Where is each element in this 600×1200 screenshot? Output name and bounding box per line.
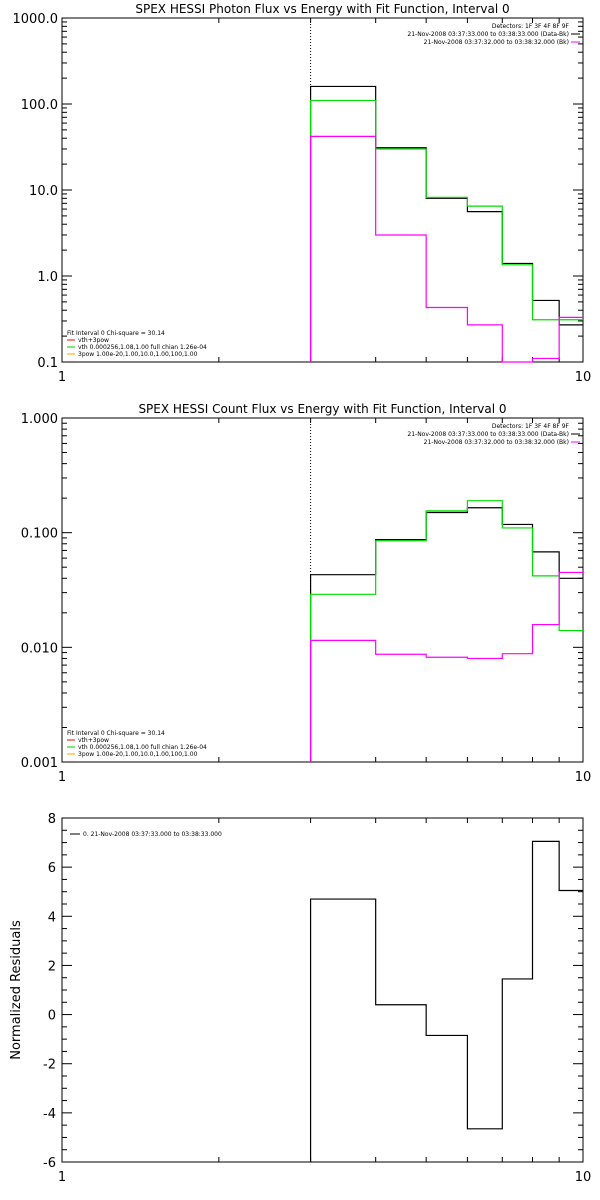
legend-top-entry: 21-Nov-2008 03:37:32.000 to 03:38:32.000… xyxy=(424,39,569,46)
y-tick-label: 1.0 xyxy=(37,270,58,285)
chart-title: SPEX HESSI Count Flux vs Energy with Fit… xyxy=(138,402,506,416)
y-tick-label: 0.100 xyxy=(21,527,58,542)
legend-bottom-entry: vth 0.000256,1.08,1.00 full chian 1.26e-… xyxy=(78,344,207,351)
plot-frame xyxy=(61,17,584,363)
y-tick-label: 0.001 xyxy=(21,756,58,771)
y-tick-label: 0.1 xyxy=(37,356,58,371)
x-tick-label: 10 xyxy=(575,1170,592,1185)
series-line xyxy=(309,507,583,762)
legend-bottom-entry: 3pow 1.00e-20,1.00,10.0,1.00,100,1.00 xyxy=(78,351,198,358)
legend-bottom-entry: Fit Interval 0 Chi-square = 30.14 xyxy=(67,330,165,337)
x-tick-label: 10 xyxy=(575,370,592,385)
y-tick-label: 1.000 xyxy=(21,412,58,427)
y-tick-label: 6 xyxy=(48,861,56,876)
chart-panel-1: SPEX HESSI Count Flux vs Energy with Fit… xyxy=(21,402,591,785)
x-tick-label: 1 xyxy=(58,770,66,785)
legend-top-entry: 21-Nov-2008 03:37:32.000 to 03:38:32.000… xyxy=(424,439,569,446)
chart-panel-2: 1 10 -6 -4 -2 0 2 4 6 8 Normalized Residuals 0. 21-… xyxy=(9,812,591,1185)
legend-top-entry: Detectors: 1F 3F 4F 8F 9F xyxy=(492,23,570,30)
series-line xyxy=(309,500,583,762)
y-tick-label: 1000.0 xyxy=(13,12,59,27)
y-tick-label: 0 xyxy=(48,1009,56,1024)
legend-bottom-entry: vth+3pow xyxy=(78,337,109,344)
y-tick-label: -4 xyxy=(43,1107,56,1122)
legend-top-left-entry: 0. 21-Nov-2008 03:37:33.000 to 03:38:33.… xyxy=(83,831,222,838)
legend-bottom-entry: vth 0.000256,1.08,1.00 full chian 1.26e-… xyxy=(78,744,207,751)
y-tick-label: 4 xyxy=(48,910,56,925)
series-line xyxy=(309,571,583,762)
plot-frame xyxy=(61,817,584,1163)
chart-panel-0: SPEX HESSI Photon Flux vs Energy with Fi… xyxy=(13,2,592,385)
y-tick-label: 10.0 xyxy=(29,184,58,199)
x-tick-label: 1 xyxy=(58,1170,66,1185)
y-tick-label: 8 xyxy=(48,812,56,827)
series-2 xyxy=(309,135,583,363)
y-tick-label: -6 xyxy=(43,1156,56,1171)
series-0 xyxy=(309,840,583,1162)
y-axis-label: Normalized Residuals xyxy=(9,920,24,1060)
plot-frame xyxy=(61,417,584,763)
y-tick-label: 100.0 xyxy=(21,98,58,113)
legend-top-entry: Detectors: 1F 3F 4F 8F 9F xyxy=(492,423,570,430)
series-1 xyxy=(309,500,583,762)
series-line xyxy=(309,85,583,362)
legend-top-entry: 21-Nov-2008 03:37:33.000 to 03:38:33.000… xyxy=(407,431,569,438)
chart-title: SPEX HESSI Photon Flux vs Energy with Fi… xyxy=(135,2,509,16)
legend-bottom-entry: 3pow 1.00e-20,1.00,10.0,1.00,100,1.00 xyxy=(78,751,198,758)
y-tick-label: 2 xyxy=(48,959,56,974)
series-1 xyxy=(309,99,583,362)
legend-bottom-entry: vth+3pow xyxy=(78,737,109,744)
series-line xyxy=(309,99,583,362)
series-line xyxy=(309,135,583,363)
x-tick-label: 10 xyxy=(575,770,592,785)
x-tick-label: 1 xyxy=(58,370,66,385)
legend-bottom-entry: Fit Interval 0 Chi-square = 30.14 xyxy=(67,730,165,737)
series-line xyxy=(309,840,583,1162)
series-0 xyxy=(309,507,583,762)
y-tick-label: 0.010 xyxy=(21,641,58,656)
y-tick-label: -2 xyxy=(43,1058,56,1073)
series-2 xyxy=(309,571,583,762)
legend-top-entry: 21-Nov-2008 03:37:33.000 to 03:38:33.000… xyxy=(407,31,569,38)
series-0 xyxy=(309,85,583,362)
